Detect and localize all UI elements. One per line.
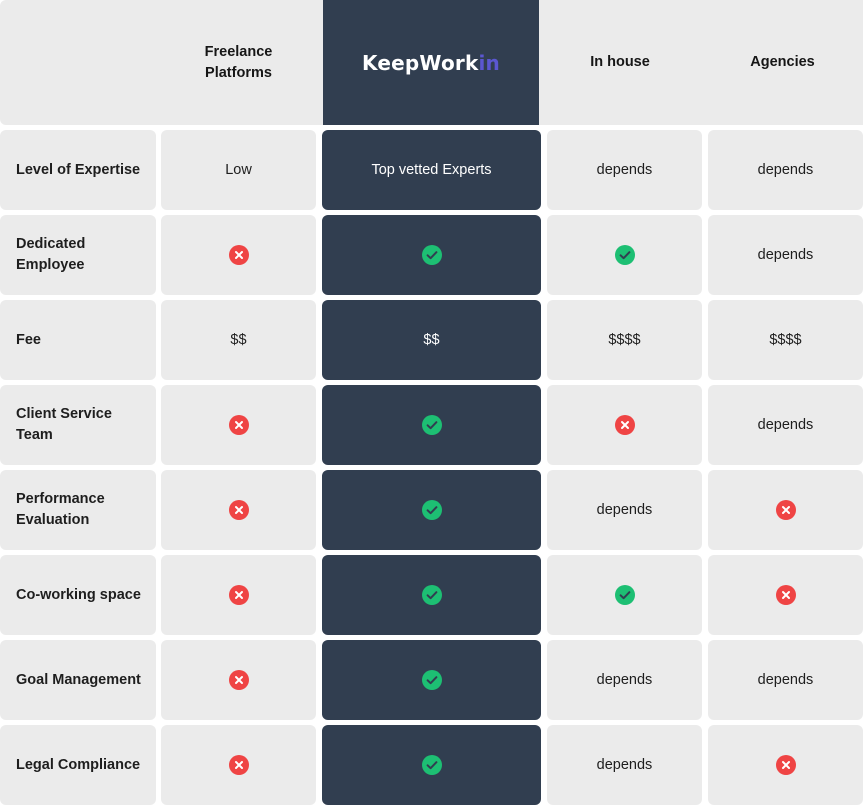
cell-fee-in-house: $$$$ [547,300,702,380]
cell-goal-management-agencies: depends [708,640,863,720]
column-header-line: Freelance [204,43,273,60]
cross-icon [228,415,249,435]
check-icon [421,245,442,265]
row-label-dedicated-employee: Dedicated Employee [0,215,156,295]
brand-logo-accent: in [478,50,500,75]
cell-fee-freelance-platforms: $$ [161,300,316,380]
cell-dedicated-employee-agencies: depends [708,215,863,295]
cell-client-service-team-freelance-platforms [161,385,316,465]
check-icon [614,585,635,605]
cell-value: Top vetted Experts [371,162,492,178]
brand-logo: KeepWorkin [362,51,500,75]
row-label-legal-compliance: Legal Compliance [0,725,156,805]
cross-icon [614,415,635,435]
row-label-level-of-expertise: Level of Expertise [0,130,156,210]
cell-co-working-space-keepworkin [322,555,541,635]
cell-value: $$ [230,332,247,348]
cross-icon [228,500,249,520]
cell-value: $$ [423,332,440,348]
column-header-keepworkin: KeepWorkin [323,0,539,125]
cell-client-service-team-keepworkin [322,385,541,465]
cross-icon [228,755,249,775]
column-header-in-house: In house [545,0,695,125]
cell-value: Low [225,162,252,178]
check-icon [421,670,442,690]
cell-value: $$$$ [608,332,641,348]
row-label-performance-evaluation: Performance Evaluation [0,470,156,550]
cell-value: depends [596,757,653,773]
cell-fee-keepworkin: $$ [322,300,541,380]
cell-legal-compliance-in-house: depends [547,725,702,805]
cross-icon [228,245,249,265]
cell-client-service-team-in-house [547,385,702,465]
cell-legal-compliance-freelance-platforms [161,725,316,805]
cell-co-working-space-in-house [547,555,702,635]
row-label-fee: Fee [0,300,156,380]
cross-icon [228,585,249,605]
check-icon [421,755,442,775]
cell-dedicated-employee-freelance-platforms [161,215,316,295]
check-icon [421,500,442,520]
cell-co-working-space-freelance-platforms [161,555,316,635]
cell-value: depends [757,672,814,688]
cell-performance-evaluation-in-house: depends [547,470,702,550]
cell-goal-management-in-house: depends [547,640,702,720]
cell-dedicated-employee-in-house [547,215,702,295]
row-label-co-working-space: Co-working space [0,555,156,635]
cell-co-working-space-agencies [708,555,863,635]
cross-icon [775,500,796,520]
cell-level-of-expertise-keepworkin: Top vetted Experts [322,130,541,210]
cell-value: depends [757,417,814,433]
cell-legal-compliance-agencies [708,725,863,805]
cell-performance-evaluation-agencies [708,470,863,550]
column-header-label: In house [590,54,650,70]
cell-value: depends [757,162,814,178]
column-header-line: Platforms [205,64,272,81]
cross-icon [228,670,249,690]
cell-client-service-team-agencies: depends [708,385,863,465]
check-icon [421,415,442,435]
row-label-client-service-team: Client Service Team [0,385,156,465]
cell-value: $$$$ [769,332,802,348]
cell-level-of-expertise-agencies: depends [708,130,863,210]
cross-icon [775,585,796,605]
cell-value: depends [596,502,653,518]
cell-level-of-expertise-in-house: depends [547,130,702,210]
brand-logo-main: KeepWork [362,50,479,75]
cell-performance-evaluation-freelance-platforms [161,470,316,550]
cell-fee-agencies: $$$$ [708,300,863,380]
column-header-freelance-platforms: Freelance Platforms [161,0,316,125]
cell-legal-compliance-keepworkin [322,725,541,805]
cell-goal-management-freelance-platforms [161,640,316,720]
check-icon [614,245,635,265]
check-icon [421,585,442,605]
cell-goal-management-keepworkin [322,640,541,720]
cell-dedicated-employee-keepworkin [322,215,541,295]
cross-icon [775,755,796,775]
cell-value: depends [596,162,653,178]
cell-performance-evaluation-keepworkin [322,470,541,550]
cell-value: depends [757,247,814,263]
cell-value: depends [596,672,653,688]
row-label-goal-management: Goal Management [0,640,156,720]
column-header-label: Agencies [750,54,815,70]
cell-level-of-expertise-freelance-platforms: Low [161,130,316,210]
column-header-agencies: Agencies [705,0,860,125]
